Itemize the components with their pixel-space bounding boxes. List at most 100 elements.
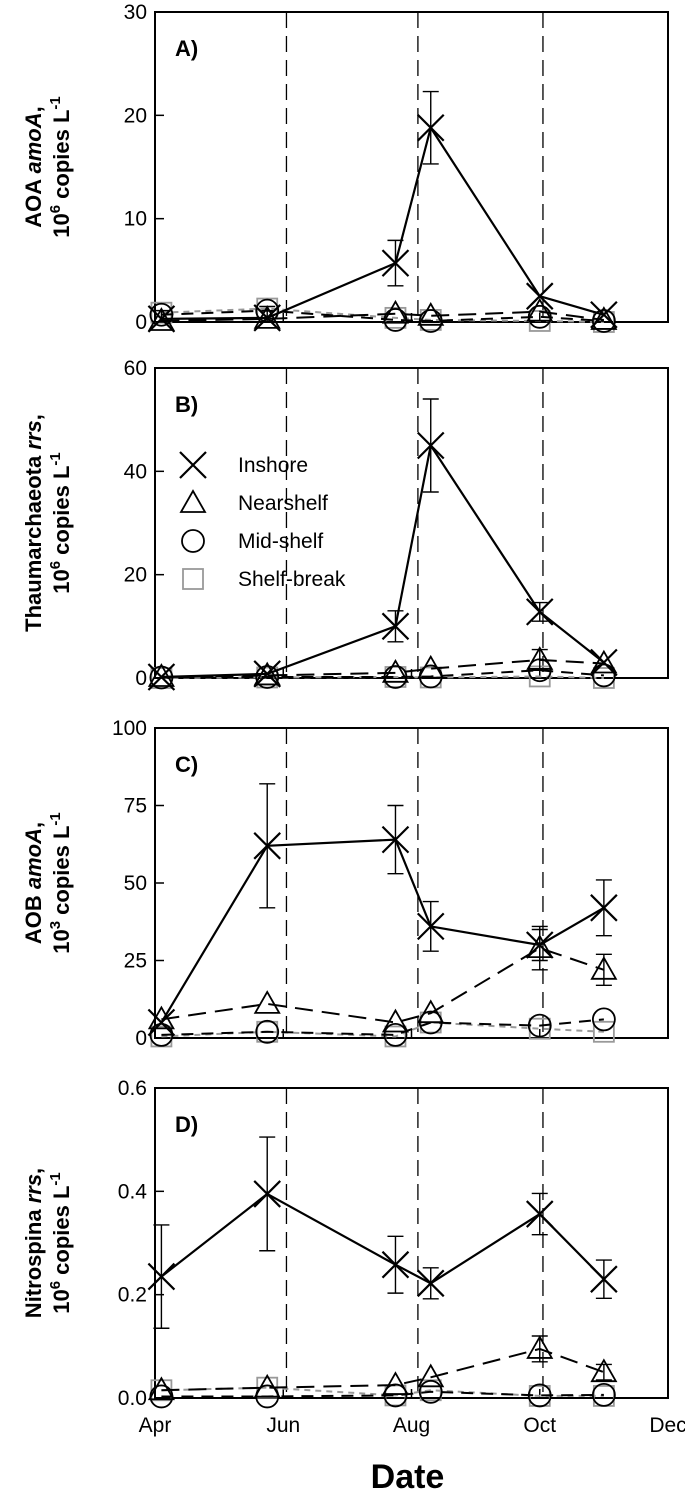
series-mid-shelf	[149, 1007, 616, 1047]
y-tick-label: 10	[124, 208, 147, 231]
data-point-triangle	[253, 990, 281, 1014]
data-point-triangle	[381, 1008, 410, 1033]
legend-label: Shelf-break	[238, 568, 346, 591]
plot-frame	[154, 727, 669, 1039]
data-point-circle	[255, 665, 280, 689]
data-point-x	[525, 931, 554, 959]
y-tick-label: 0.0	[118, 1387, 147, 1410]
series-inshore	[147, 783, 618, 1037]
y-axis-label: Thaumarchaeota rrs,106 copies L-1	[21, 414, 74, 632]
data-point-x	[525, 598, 554, 626]
x-tick-label: Jun	[266, 1414, 300, 1437]
series-line	[161, 1018, 604, 1036]
data-point-square	[592, 1020, 615, 1043]
series-mid-shelf	[149, 1379, 616, 1409]
y-tick-label: 75	[124, 795, 147, 818]
data-point-square	[256, 1020, 279, 1043]
data-point-x	[253, 1180, 281, 1208]
data-point-x	[381, 825, 410, 854]
data-point-x	[590, 648, 618, 677]
series-inshore	[147, 1136, 618, 1329]
data-point-x	[590, 300, 618, 329]
data-point-x	[525, 1200, 554, 1228]
series-line	[160, 838, 605, 1024]
panel-label: D)	[175, 1112, 198, 1137]
panel-2: 0 20 40 60 B) Thaumarchaeota rrs,106 copies L…	[21, 357, 669, 691]
data-point-x	[525, 282, 554, 310]
series-nearshelf	[147, 646, 618, 687]
data-point-circle	[591, 1007, 616, 1032]
panel-label: A)	[175, 36, 198, 61]
panel-3: 0 25 50 75 100 C) AOB amoA,103 copies L-1	[21, 717, 669, 1050]
data-point-circle	[383, 1383, 408, 1408]
data-point-triangle	[590, 1358, 618, 1383]
y-tick-label: 30	[124, 1, 147, 24]
y-tick-label: 0.2	[118, 1284, 147, 1307]
data-point-circle	[383, 1023, 408, 1047]
legend-label: Nearshelf	[238, 492, 328, 515]
data-point-triangle	[417, 654, 445, 679]
series-line	[161, 442, 605, 679]
data-point-x	[381, 612, 410, 641]
data-point-x	[147, 1008, 176, 1037]
data-point-circle	[591, 309, 616, 333]
y-tick-label: 0.4	[118, 1180, 148, 1203]
panel-4: 0.0 0.2 0.4 0.6 D) Nitrospina rrs,106 copies …	[21, 1077, 669, 1410]
panel-label: B)	[175, 392, 198, 417]
y-tick-label: 0	[135, 311, 147, 334]
y-axis-label: AOA amoA,106 copies L-1	[21, 96, 74, 238]
x-tick-label: Aug	[393, 1414, 430, 1437]
data-point-circle	[255, 1019, 280, 1044]
data-point-x	[416, 912, 445, 941]
data-point-triangle	[147, 1376, 175, 1401]
data-point-x	[253, 832, 281, 860]
data-point-circle	[591, 1383, 616, 1407]
data-point-x	[147, 1262, 176, 1291]
data-point-triangle	[417, 301, 445, 326]
y-tick-label: 60	[124, 357, 147, 380]
data-point-circle	[527, 304, 552, 329]
y-axis-label: AOB amoA,103 copies L-1	[21, 812, 74, 954]
plot-frame	[154, 11, 669, 323]
y-tick-label: 0	[135, 667, 147, 690]
data-point-x	[147, 663, 176, 691]
y-tick-label: 25	[124, 950, 147, 973]
series-shelf-break	[150, 1376, 615, 1407]
panel-1: 0 10 20 30 A) AOA amoA,106 copies L-1	[21, 1, 669, 334]
legend-marker-x	[179, 451, 207, 479]
data-point-triangle	[381, 659, 410, 683]
series-inshore	[147, 398, 618, 691]
series-line	[161, 947, 605, 1024]
plot-frame	[154, 367, 669, 679]
series-nearshelf	[147, 1335, 618, 1401]
data-point-triangle	[526, 646, 554, 670]
data-point-circle	[591, 663, 616, 688]
data-point-x	[590, 1265, 618, 1293]
data-point-circle	[383, 665, 408, 689]
y-tick-label: 40	[124, 460, 147, 483]
error-bar	[595, 1363, 612, 1381]
legend-label: Mid-shelf	[238, 530, 323, 553]
data-point-x	[416, 431, 445, 460]
data-point-circle	[418, 1379, 443, 1404]
x-axis-label: Date	[371, 1458, 445, 1496]
data-point-triangle	[253, 1373, 281, 1398]
series-inshore	[147, 90, 618, 333]
series-shelf-break	[150, 1011, 615, 1048]
data-point-x	[253, 304, 281, 332]
data-point-triangle	[590, 306, 618, 330]
x-tick-label: Oct	[523, 1414, 556, 1437]
y-tick-label: 20	[124, 564, 147, 587]
data-point-triangle	[526, 297, 554, 322]
legend-marker-square	[182, 568, 204, 590]
legend-label: Inshore	[238, 454, 308, 477]
data-point-circle	[149, 302, 174, 327]
data-point-triangle	[590, 649, 618, 674]
y-tick-label: 0.6	[118, 1077, 147, 1100]
data-point-triangle	[417, 999, 445, 1024]
legend-marker-circle	[181, 529, 205, 553]
y-tick-label: 20	[124, 104, 147, 127]
data-point-triangle	[590, 955, 618, 980]
x-tick-label: Apr	[139, 1414, 172, 1437]
data-point-triangle	[381, 299, 410, 324]
